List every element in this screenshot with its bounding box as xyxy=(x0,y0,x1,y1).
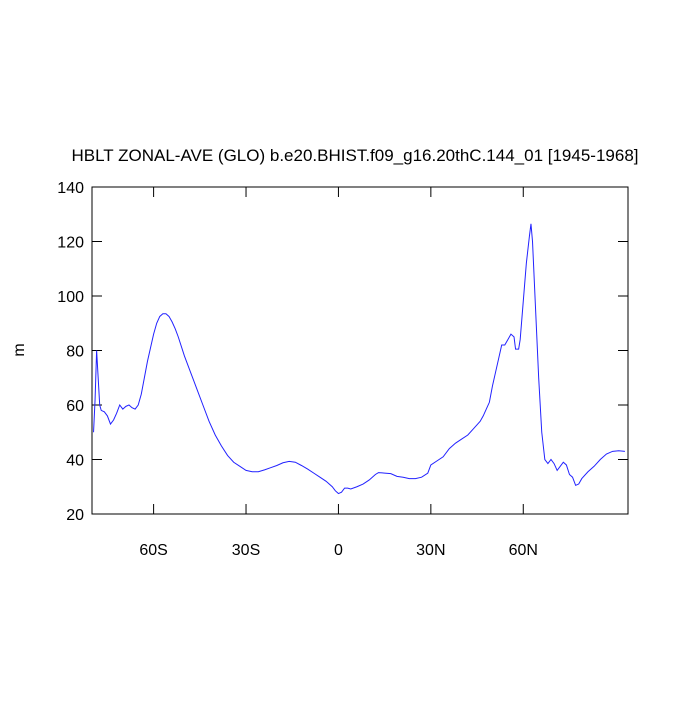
data-line xyxy=(93,223,625,495)
x-tick-label: 60N xyxy=(509,542,538,559)
x-tick-label: 60S xyxy=(139,542,167,559)
x-tick-label: 30N xyxy=(416,542,445,559)
y-tick-label: 140 xyxy=(57,180,84,197)
y-tick-label: 20 xyxy=(66,507,84,524)
x-tick-label: 30S xyxy=(232,542,260,559)
y-tick-label: 40 xyxy=(66,453,84,470)
y-tick-label: 60 xyxy=(66,398,84,415)
x-tick-label: 0 xyxy=(334,542,343,559)
chart-title: HBLT ZONAL-AVE (GLO) b.e20.BHIST.f09_g16… xyxy=(72,146,639,165)
y-tick-label: 100 xyxy=(57,289,84,306)
plot-frame xyxy=(91,186,629,515)
y-axis-label: m xyxy=(11,343,28,356)
y-tick-label: 80 xyxy=(66,344,84,361)
y-tick-label: 120 xyxy=(57,235,84,252)
